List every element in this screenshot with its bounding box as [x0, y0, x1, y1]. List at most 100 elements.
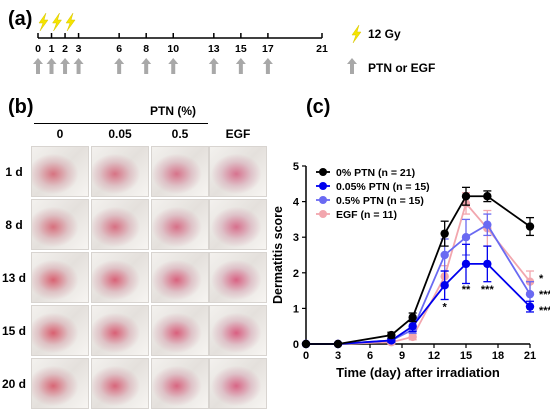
data-point [333, 339, 343, 349]
legend-up-arrow-icon [347, 58, 357, 74]
significance-marker: *** [539, 305, 550, 317]
legend-irradiation-label: 12 Gy [368, 27, 401, 41]
column-label: 0.5 [171, 127, 189, 141]
mouse-skin-photo [209, 199, 267, 250]
x-tick-label: 9 [399, 350, 405, 362]
up-arrow-icon [73, 58, 84, 74]
row-label: 8 d [5, 217, 23, 232]
mouse-skin-photo [151, 305, 209, 356]
x-tick-label: 21 [524, 350, 536, 362]
data-point [301, 339, 311, 349]
y-tick-label: 5 [293, 161, 299, 173]
mouse-skin-photo [31, 252, 89, 303]
x-tick-label: 18 [492, 350, 504, 362]
x-tick-label: 15 [460, 350, 472, 362]
data-point [461, 192, 471, 201]
row-label: 13 d [1, 270, 26, 285]
ptn-group-header: PTN (%) [150, 104, 196, 118]
legend-entry: 0.05% PTN (n = 15) [336, 181, 430, 193]
up-arrow-icon [46, 58, 57, 74]
mouse-skin-photo [91, 199, 149, 250]
timeline-day-label: 13 [208, 43, 220, 55]
timeline-day-label: 6 [116, 43, 122, 55]
timeline-day-label: 10 [167, 43, 179, 55]
legend-entry: 0.5% PTN (n = 15) [336, 195, 424, 207]
x-tick-label: 12 [428, 350, 440, 362]
mouse-skin-photo [209, 305, 267, 356]
legend-swatch-marker [319, 168, 327, 176]
timeline-day-label: 17 [262, 43, 274, 55]
up-arrow-icon [114, 58, 125, 74]
timeline-day-label: 3 [76, 43, 82, 55]
mouse-skin-photo [151, 199, 209, 250]
mouse-skin-photo [91, 305, 149, 356]
significance-marker: * [443, 302, 448, 314]
data-point [408, 322, 417, 331]
x-tick-label: 3 [335, 350, 341, 362]
mouse-skin-photo [151, 252, 209, 303]
y-tick-label: 1 [293, 303, 299, 315]
row-label: 20 d [1, 376, 26, 391]
mouse-skin-photo [91, 358, 149, 409]
data-point [483, 192, 492, 201]
data-point [461, 259, 471, 269]
panel-b-label: (b) [8, 96, 34, 118]
lightning-bolt-icon [52, 12, 63, 32]
data-point [440, 229, 449, 238]
mouse-skin-photo [31, 358, 89, 409]
data-point [408, 332, 417, 342]
data-point [387, 330, 396, 340]
data-point [525, 302, 535, 311]
data-point [440, 250, 449, 260]
timeline-day-label: 8 [143, 43, 149, 55]
x-tick-label: 0 [303, 350, 309, 362]
data-point [525, 222, 535, 231]
legend-swatch-marker [319, 196, 327, 204]
column-label: EGF [225, 127, 251, 141]
legend-entry: EGF (n = 11) [336, 209, 397, 221]
up-arrow-icon [141, 58, 152, 74]
y-tick-label: 2 [293, 268, 299, 280]
timeline-day-label: 0 [35, 43, 41, 55]
mouse-skin-photo [31, 146, 89, 197]
significance-marker: * [539, 273, 544, 285]
column-label: 0 [56, 127, 64, 141]
up-arrow-icon [60, 58, 71, 74]
x-tick-label: 6 [367, 350, 373, 362]
data-point [483, 259, 492, 269]
mouse-skin-photo [31, 199, 89, 250]
ptn-header-rule [34, 123, 208, 124]
y-tick-label: 0 [293, 339, 299, 351]
up-arrow-icon [33, 58, 43, 74]
y-tick-label: 3 [293, 232, 299, 244]
up-arrow-icon [262, 58, 273, 74]
data-point [408, 313, 417, 322]
legend-swatch-marker [319, 210, 327, 218]
up-arrow-icon [168, 58, 179, 74]
mouse-skin-photo [151, 358, 209, 409]
row-label: 1 d [5, 164, 23, 179]
legend-treatment-label: PTN or EGF [368, 61, 436, 75]
legend-swatch-marker [319, 182, 327, 190]
significance-marker: ** [462, 284, 471, 296]
mouse-skin-photo [151, 146, 209, 197]
mouse-skin-photo [209, 252, 267, 303]
y-axis-label: Dermatitis score [271, 206, 285, 304]
column-label: 0.05 [108, 127, 132, 141]
significance-marker: *** [481, 284, 495, 296]
legend-entry: 0% PTN (n = 21) [336, 167, 415, 179]
mouse-skin-photo [209, 358, 267, 409]
up-arrow-icon [208, 58, 219, 74]
legend-lightning-bolt-icon [351, 24, 362, 44]
timeline-day-label: 21 [316, 43, 328, 55]
data-point [483, 220, 492, 229]
data-point [525, 289, 535, 299]
up-arrow-icon [235, 58, 246, 74]
timeline-day-label: 15 [235, 43, 247, 55]
timeline-day-label: 2 [62, 43, 68, 55]
timeline-day-label: 1 [49, 43, 55, 55]
panel-c-label: (c) [306, 96, 331, 118]
data-point [440, 281, 449, 290]
mouse-skin-photo [209, 146, 267, 197]
